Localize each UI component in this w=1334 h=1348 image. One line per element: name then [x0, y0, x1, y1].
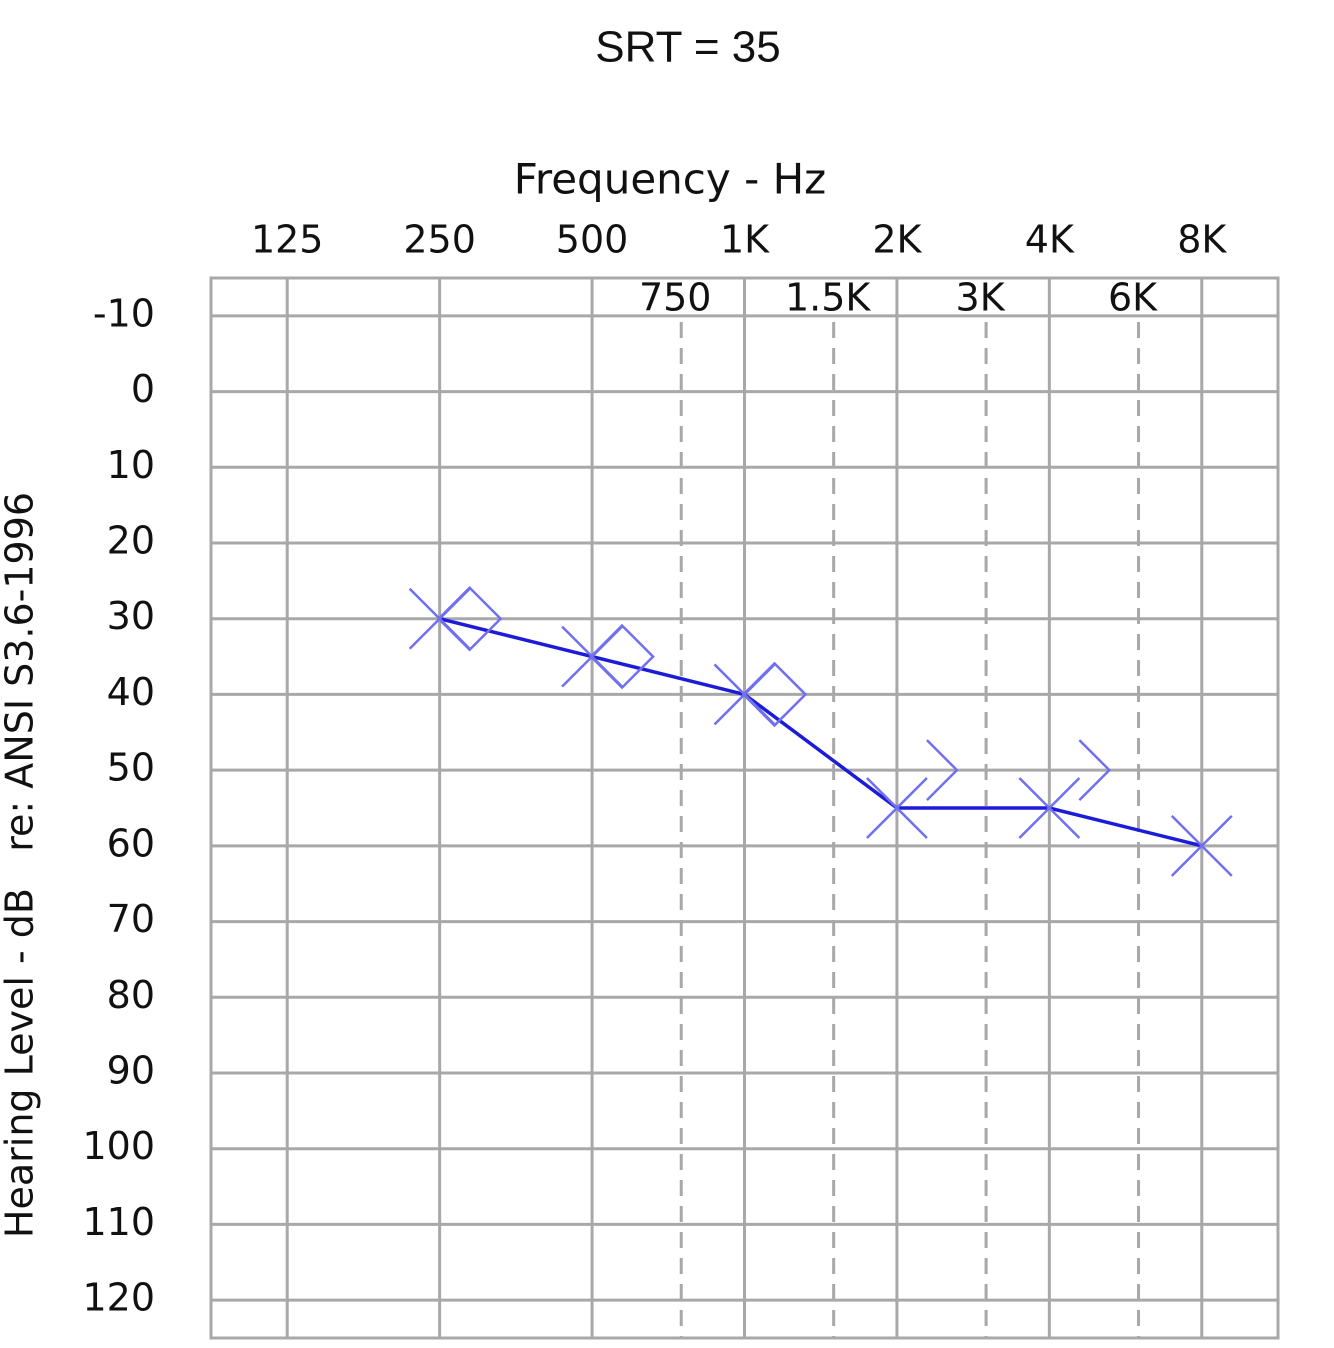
x-minor-tick-label: 1.5K: [785, 276, 871, 320]
y-tick-label: 60: [107, 821, 155, 865]
marker-diamond: [589, 623, 655, 690]
y-tick-label: 50: [107, 746, 155, 790]
x-tick-label: 2K: [872, 218, 922, 262]
x-minor-tick-label: 6K: [1108, 276, 1158, 320]
marker-bracket: [1078, 739, 1112, 802]
x-minor-tick-label: 750: [639, 276, 712, 320]
y-tick-label: 80: [107, 973, 155, 1017]
x-tick-label: 250: [403, 218, 476, 262]
y-tick-label: 100: [82, 1124, 155, 1168]
marker-x: [1018, 777, 1081, 839]
x-tick-label: 1K: [720, 218, 770, 262]
y-axis-label: Hearing Level - dB re: ANSI S3.6-1996: [0, 492, 42, 1238]
y-tick-label: 0: [131, 367, 155, 411]
y-tick-label: 20: [107, 519, 155, 563]
marker-x: [866, 777, 928, 839]
x-tick-label: 4K: [1025, 218, 1075, 262]
x-tick-label: 125: [251, 218, 324, 262]
y-tick-label: 90: [107, 1049, 155, 1093]
y-tick-label: 30: [107, 594, 155, 638]
chart-title: SRT = 35: [595, 23, 781, 72]
y-tick-label: 10: [107, 443, 155, 487]
marker-diamond: [741, 661, 808, 728]
y-tick-label: 70: [107, 897, 155, 941]
x-tick-label: 8K: [1177, 218, 1227, 262]
y-tick-label: 120: [82, 1276, 155, 1320]
y-tick-label: 110: [82, 1200, 155, 1244]
marker-diamond: [436, 585, 503, 652]
x-axis-label: Frequency - Hz: [514, 155, 826, 204]
marker-x: [1170, 814, 1233, 877]
x-minor-tick-label: 3K: [956, 276, 1006, 320]
x-tick-label: 500: [556, 218, 629, 262]
series-line: [439, 617, 1203, 848]
y-tick-label: -10: [93, 291, 155, 335]
y-tick-label: 40: [107, 670, 155, 714]
marker-bracket: [926, 739, 959, 802]
